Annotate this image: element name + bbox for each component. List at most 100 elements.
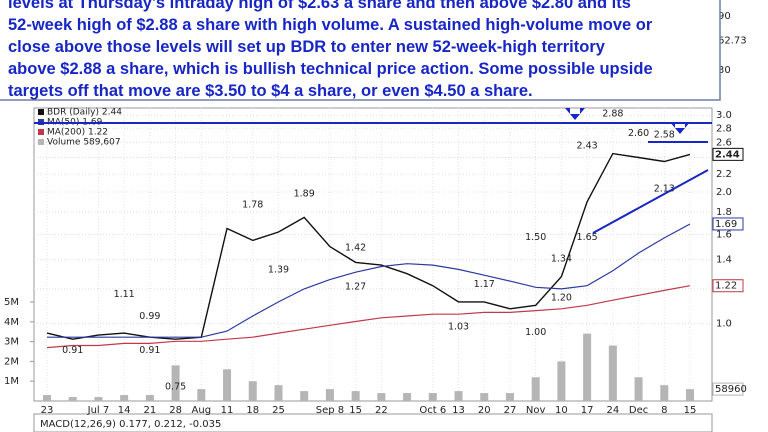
plot-frame bbox=[33, 107, 713, 402]
volume-bar bbox=[325, 389, 334, 401]
price-annotation: 1.42 bbox=[345, 242, 366, 253]
volume-bar bbox=[300, 391, 309, 401]
volume-bar bbox=[403, 393, 412, 401]
price-annotation: 2.58 bbox=[654, 129, 675, 140]
y-tick-label: 1.6 bbox=[716, 229, 732, 240]
y2-tick-label: 1M bbox=[4, 376, 19, 387]
volume-bar bbox=[686, 389, 694, 401]
x-tick-label: 8 bbox=[661, 405, 667, 416]
volume-bar bbox=[68, 397, 77, 401]
volume-bar bbox=[197, 389, 206, 401]
price-annotation: 1.20 bbox=[551, 292, 572, 303]
moving-average bbox=[47, 223, 691, 338]
price-annotation: 1.11 bbox=[114, 289, 135, 300]
x-tick-label: Jul 7 bbox=[87, 405, 110, 416]
y-tick-label: 3.0 bbox=[716, 110, 732, 121]
macd-label: MACD(12,26,9) 0.177, 0.212, -0.035 bbox=[40, 419, 221, 430]
price-annotation: 0.75 bbox=[165, 381, 186, 392]
volume-bar bbox=[248, 381, 257, 401]
y-tick-label: 2.2 bbox=[716, 169, 732, 180]
macd-panel bbox=[33, 413, 713, 432]
note-line: above $2.88 a share, which is bullish te… bbox=[8, 60, 653, 78]
x-tick-label: 20 bbox=[478, 405, 491, 416]
x-tick-label: Dec bbox=[629, 405, 648, 416]
volume-bar bbox=[454, 391, 463, 401]
indicator-tick-label: 62.73 bbox=[718, 36, 747, 47]
price-annotation: 1.50 bbox=[525, 232, 546, 243]
volume-bar bbox=[171, 365, 180, 401]
x-tick-label: 25 bbox=[272, 405, 285, 416]
volume-bar bbox=[377, 393, 386, 401]
price-tag: 1.69 bbox=[715, 219, 737, 230]
legend-swatch bbox=[38, 129, 44, 135]
legend-swatch bbox=[38, 109, 44, 115]
volume-bar bbox=[583, 333, 592, 401]
x-tick-label: 18 bbox=[246, 405, 259, 416]
y-tick-label: 1.8 bbox=[716, 207, 732, 218]
volume-bar bbox=[505, 393, 514, 401]
price-tag-box bbox=[712, 217, 744, 231]
note-line: targets off that move are $3.50 to $4 a … bbox=[8, 82, 533, 100]
legend-label: MA(200) 1.22 bbox=[47, 128, 108, 138]
trend-line bbox=[592, 169, 709, 234]
arrow bbox=[565, 108, 585, 120]
volume-bar bbox=[120, 395, 129, 401]
price-annotation: 2.88 bbox=[602, 108, 623, 119]
x-tick-label: 21 bbox=[144, 405, 157, 416]
y-tick-label: 1.0 bbox=[716, 318, 732, 329]
price-annotation: 1.17 bbox=[474, 279, 495, 290]
volume-bar bbox=[351, 391, 360, 401]
legend-label: Volume 589,607 bbox=[47, 138, 121, 148]
arrow bbox=[670, 122, 690, 134]
layer: 3.02.82.62.42.22.01.81.61.41.21.01M2M3M4… bbox=[4, 11, 747, 416]
note-line: close above those levels will set up BDR… bbox=[8, 38, 606, 56]
price-annotation: 0.91 bbox=[139, 345, 160, 356]
price-annotation: 1.89 bbox=[294, 188, 315, 199]
y-tick-label: 2.0 bbox=[716, 187, 732, 198]
volume-bar bbox=[480, 393, 489, 401]
x-tick-label: 11 bbox=[221, 405, 234, 416]
x-tick-label: Oct 6 bbox=[419, 405, 446, 416]
x-tick-label: 17 bbox=[581, 405, 594, 416]
x-tick-label: 15 bbox=[684, 405, 697, 416]
y-tick-label: 2.8 bbox=[716, 123, 732, 134]
indicator-tick-label: 30 bbox=[718, 65, 731, 76]
price-annotation: 1.00 bbox=[525, 327, 546, 338]
x-tick-label: 10 bbox=[555, 405, 568, 416]
y2-tick-label: 4M bbox=[4, 317, 19, 328]
volume-bar bbox=[557, 361, 566, 401]
volume-bar bbox=[94, 397, 103, 401]
legend-swatch bbox=[38, 139, 44, 145]
price-annotation: 1.39 bbox=[268, 265, 289, 276]
x-tick-label: 24 bbox=[606, 405, 619, 416]
x-tick-label: 23 bbox=[41, 405, 54, 416]
moving-average bbox=[46, 285, 691, 349]
y2-tick-label: 2M bbox=[4, 356, 19, 367]
price-tag: 58960 bbox=[715, 384, 747, 395]
x-tick-label: Aug bbox=[192, 405, 212, 416]
volume-bar bbox=[531, 377, 540, 401]
x-tick-label: 27 bbox=[504, 405, 517, 416]
price-annotation: 2.60 bbox=[628, 128, 649, 139]
volume-bar bbox=[634, 377, 643, 401]
price-annotation: 0.91 bbox=[62, 345, 83, 356]
x-tick-label: 13 bbox=[452, 405, 465, 416]
price-annotation: 1.34 bbox=[551, 253, 572, 264]
price-tag: 2.44 bbox=[715, 149, 740, 160]
note-box bbox=[0, 0, 721, 101]
x-tick-label: 15 bbox=[349, 405, 362, 416]
price-annotation: 1.03 bbox=[448, 321, 469, 332]
price-annotation: 2.13 bbox=[654, 184, 675, 195]
price-annotation: 1.65 bbox=[577, 232, 598, 243]
volume-bar bbox=[223, 369, 232, 401]
x-tick-label: Nov bbox=[526, 405, 546, 416]
x-tick-label: 28 bbox=[169, 405, 182, 416]
x-tick-label: Sep 8 bbox=[316, 405, 344, 416]
volume-bar bbox=[660, 385, 669, 401]
volume-bar bbox=[428, 393, 437, 401]
volume-bar bbox=[43, 395, 51, 401]
y2-tick-label: 3M bbox=[4, 337, 19, 348]
y-tick-label: 1.4 bbox=[716, 255, 732, 266]
x-tick-label: 14 bbox=[118, 405, 131, 416]
